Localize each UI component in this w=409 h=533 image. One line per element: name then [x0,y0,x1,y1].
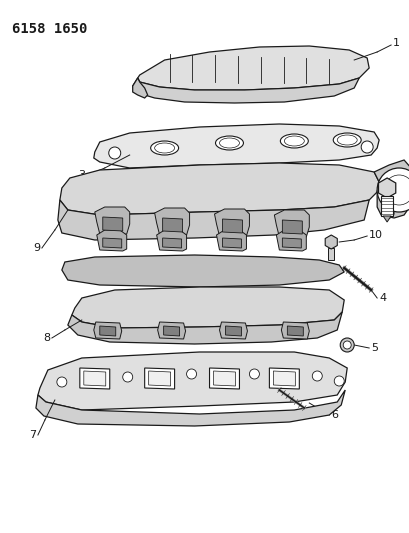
Polygon shape [287,326,303,336]
Circle shape [360,141,372,153]
Text: 1: 1 [392,38,399,48]
Polygon shape [213,371,235,386]
Text: 10: 10 [368,230,382,240]
Polygon shape [154,208,189,236]
Text: 6: 6 [330,410,337,420]
Circle shape [376,168,409,212]
Polygon shape [148,371,170,386]
Polygon shape [62,255,344,287]
Text: 8: 8 [43,333,50,343]
Polygon shape [97,230,126,251]
Polygon shape [38,352,346,410]
Ellipse shape [219,138,239,148]
Circle shape [383,175,409,205]
Polygon shape [222,219,242,233]
Polygon shape [80,368,110,389]
Circle shape [249,369,259,379]
Text: 4: 4 [378,293,385,303]
Circle shape [108,147,120,159]
Polygon shape [133,78,147,98]
Text: 7: 7 [29,430,36,440]
Polygon shape [380,196,392,216]
Polygon shape [273,371,294,386]
Polygon shape [282,238,301,248]
Polygon shape [269,368,299,389]
Ellipse shape [215,136,243,150]
Circle shape [57,377,67,387]
Ellipse shape [280,134,308,148]
Polygon shape [137,46,368,90]
Circle shape [339,338,353,352]
Polygon shape [162,238,181,248]
Ellipse shape [284,136,303,146]
Polygon shape [72,287,344,328]
Ellipse shape [150,141,178,155]
Polygon shape [163,326,179,336]
Circle shape [186,369,196,379]
Polygon shape [103,217,122,231]
Circle shape [312,371,321,381]
Polygon shape [324,235,337,249]
Polygon shape [94,124,378,168]
Text: 2: 2 [400,183,407,193]
Polygon shape [94,207,129,235]
Ellipse shape [337,135,356,145]
Circle shape [383,208,393,218]
Polygon shape [133,78,358,103]
Polygon shape [214,209,249,237]
Polygon shape [276,230,306,251]
Polygon shape [378,178,395,198]
Polygon shape [156,230,186,251]
Polygon shape [225,326,241,336]
Polygon shape [274,210,308,238]
Ellipse shape [333,133,360,147]
Polygon shape [162,218,182,232]
Polygon shape [103,238,121,248]
Text: 5: 5 [370,343,377,353]
Polygon shape [94,322,121,339]
Polygon shape [219,322,247,339]
Polygon shape [157,322,185,339]
Polygon shape [67,312,342,344]
Polygon shape [36,390,344,426]
Polygon shape [144,368,174,389]
Polygon shape [209,368,239,389]
Text: 9: 9 [33,243,40,253]
Text: 6158 1650: 6158 1650 [12,22,87,36]
Ellipse shape [154,143,174,153]
Circle shape [333,376,344,386]
Text: 3: 3 [78,170,85,180]
Polygon shape [222,238,241,248]
Polygon shape [382,216,390,222]
Polygon shape [281,322,308,339]
Polygon shape [373,160,409,218]
Polygon shape [99,326,115,336]
Polygon shape [328,248,333,260]
Circle shape [342,341,351,349]
Polygon shape [83,371,106,386]
Polygon shape [216,230,246,251]
Polygon shape [58,200,368,240]
Polygon shape [60,163,378,215]
Polygon shape [282,220,301,234]
Circle shape [122,372,133,382]
